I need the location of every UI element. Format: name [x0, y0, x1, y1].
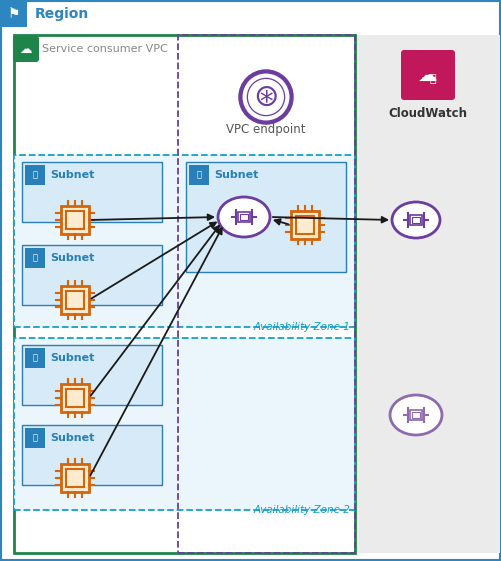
Text: @: @	[254, 85, 279, 109]
Text: Service consumer VPC: Service consumer VPC	[42, 44, 168, 54]
FancyBboxPatch shape	[410, 410, 422, 420]
Text: 🔒: 🔒	[33, 353, 38, 362]
FancyBboxPatch shape	[186, 162, 346, 272]
FancyBboxPatch shape	[14, 155, 355, 327]
Text: 🔒: 🔒	[33, 171, 38, 180]
FancyBboxPatch shape	[22, 162, 162, 222]
Text: ⚑: ⚑	[8, 7, 20, 21]
Text: Region: Region	[35, 7, 89, 21]
Text: 🔒: 🔒	[33, 434, 38, 443]
Text: Subnet: Subnet	[50, 253, 94, 263]
FancyBboxPatch shape	[22, 245, 162, 305]
FancyBboxPatch shape	[291, 211, 319, 239]
Text: Availability Zone 2: Availability Zone 2	[253, 505, 350, 515]
FancyBboxPatch shape	[22, 425, 162, 485]
FancyBboxPatch shape	[296, 216, 314, 234]
Text: ]⬜[: ]⬜[	[236, 212, 252, 222]
FancyBboxPatch shape	[66, 211, 84, 229]
FancyBboxPatch shape	[412, 412, 420, 418]
FancyBboxPatch shape	[61, 384, 89, 412]
Circle shape	[241, 72, 291, 122]
FancyBboxPatch shape	[61, 464, 89, 492]
FancyBboxPatch shape	[25, 348, 45, 368]
FancyBboxPatch shape	[66, 469, 84, 487]
Text: 🔒: 🔒	[196, 171, 201, 180]
Text: Subnet: Subnet	[214, 170, 259, 180]
FancyBboxPatch shape	[238, 212, 250, 222]
Text: 🛡: 🛡	[260, 87, 273, 107]
Ellipse shape	[392, 202, 440, 238]
Ellipse shape	[390, 395, 442, 435]
Text: Subnet: Subnet	[50, 170, 94, 180]
Circle shape	[259, 90, 273, 104]
FancyBboxPatch shape	[61, 286, 89, 314]
FancyBboxPatch shape	[22, 345, 162, 405]
FancyBboxPatch shape	[356, 35, 500, 553]
FancyBboxPatch shape	[189, 165, 209, 185]
FancyBboxPatch shape	[25, 165, 45, 185]
Text: Availability Zone 1: Availability Zone 1	[253, 322, 350, 332]
FancyBboxPatch shape	[14, 338, 355, 510]
FancyBboxPatch shape	[66, 389, 84, 407]
Text: Subnet: Subnet	[50, 433, 94, 443]
FancyBboxPatch shape	[61, 206, 89, 234]
Circle shape	[254, 85, 278, 109]
Text: 🔍: 🔍	[430, 74, 436, 84]
FancyBboxPatch shape	[401, 50, 455, 100]
Text: 🔒: 🔒	[33, 254, 38, 263]
FancyBboxPatch shape	[25, 428, 45, 448]
FancyBboxPatch shape	[240, 214, 248, 220]
FancyBboxPatch shape	[14, 35, 355, 553]
Ellipse shape	[218, 197, 270, 237]
Text: CloudWatch: CloudWatch	[388, 107, 467, 119]
Text: ]⬜[: ]⬜[	[408, 410, 423, 420]
Text: ☁: ☁	[418, 66, 438, 85]
FancyBboxPatch shape	[412, 217, 420, 223]
Circle shape	[240, 71, 292, 123]
Text: VPC endpoint: VPC endpoint	[226, 122, 306, 136]
Text: ]⬜[: ]⬜[	[408, 215, 423, 225]
Text: ⊛: ⊛	[253, 82, 279, 112]
FancyBboxPatch shape	[14, 37, 38, 61]
Text: Subnet: Subnet	[50, 353, 94, 363]
Circle shape	[248, 79, 284, 115]
FancyBboxPatch shape	[410, 215, 422, 225]
FancyBboxPatch shape	[1, 1, 27, 27]
Text: ☁: ☁	[20, 43, 32, 56]
FancyBboxPatch shape	[25, 248, 45, 268]
FancyBboxPatch shape	[66, 291, 84, 309]
